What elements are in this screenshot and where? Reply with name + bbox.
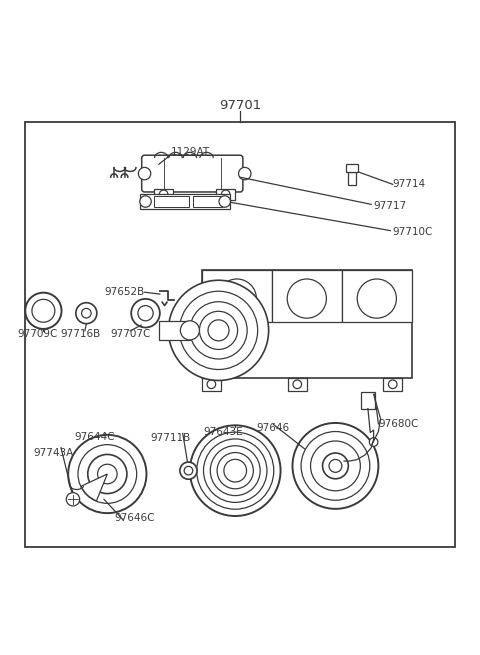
Wedge shape: [81, 474, 108, 501]
Circle shape: [293, 380, 301, 388]
Circle shape: [159, 190, 168, 198]
Text: 97709C: 97709C: [17, 329, 58, 339]
Bar: [288, 378, 307, 391]
Text: 97716B: 97716B: [60, 329, 100, 339]
Circle shape: [219, 196, 230, 207]
Text: 97701: 97701: [219, 99, 261, 112]
Circle shape: [199, 311, 238, 350]
Text: 97743A: 97743A: [34, 448, 74, 458]
Bar: [140, 194, 230, 209]
Circle shape: [239, 168, 251, 180]
Circle shape: [301, 432, 370, 500]
Circle shape: [180, 291, 258, 369]
Circle shape: [224, 459, 247, 482]
Circle shape: [78, 445, 137, 503]
Circle shape: [357, 279, 396, 318]
Circle shape: [66, 493, 80, 506]
Circle shape: [180, 462, 197, 479]
Text: 97714: 97714: [393, 179, 426, 189]
Bar: [154, 196, 189, 207]
Bar: [159, 321, 190, 340]
Bar: [348, 172, 356, 185]
Bar: [202, 378, 221, 391]
Circle shape: [311, 441, 360, 491]
Text: 97652B: 97652B: [104, 287, 144, 297]
Circle shape: [76, 303, 97, 324]
Text: 97707C: 97707C: [110, 329, 150, 339]
Circle shape: [369, 438, 378, 446]
Bar: [383, 378, 402, 391]
Text: 97680C: 97680C: [378, 419, 419, 429]
Circle shape: [323, 453, 348, 479]
Circle shape: [217, 453, 253, 489]
Circle shape: [208, 320, 229, 341]
Circle shape: [204, 439, 267, 502]
Circle shape: [168, 280, 269, 381]
Circle shape: [197, 432, 274, 509]
Text: 97643E: 97643E: [204, 427, 243, 437]
Bar: [216, 189, 235, 200]
Text: 97710C: 97710C: [393, 227, 433, 237]
Circle shape: [217, 279, 256, 318]
Circle shape: [131, 299, 160, 328]
Text: 1129AT: 1129AT: [171, 147, 210, 157]
Circle shape: [184, 466, 193, 475]
Circle shape: [190, 302, 247, 359]
Text: 97717: 97717: [373, 201, 407, 211]
Circle shape: [138, 168, 151, 180]
Circle shape: [138, 305, 153, 321]
Circle shape: [388, 380, 397, 388]
Bar: [193, 196, 222, 207]
Text: 97646: 97646: [257, 423, 290, 433]
Circle shape: [25, 293, 61, 329]
Circle shape: [210, 446, 260, 496]
Bar: [202, 271, 272, 322]
Circle shape: [180, 321, 199, 340]
Circle shape: [32, 299, 55, 322]
FancyBboxPatch shape: [142, 155, 243, 192]
Circle shape: [221, 190, 230, 198]
Bar: [342, 271, 412, 322]
Bar: [25, 122, 455, 547]
Circle shape: [329, 459, 342, 472]
Text: 97644C: 97644C: [74, 432, 115, 443]
Circle shape: [190, 425, 281, 516]
Circle shape: [82, 309, 91, 318]
Circle shape: [140, 196, 151, 207]
Circle shape: [97, 464, 117, 484]
Circle shape: [207, 380, 216, 388]
Bar: [154, 189, 173, 200]
Bar: [361, 392, 374, 409]
Bar: [347, 164, 358, 172]
Bar: [202, 271, 412, 378]
Circle shape: [287, 279, 326, 318]
Bar: [272, 271, 342, 322]
Circle shape: [68, 435, 146, 513]
Circle shape: [292, 423, 378, 509]
Text: 97711B: 97711B: [151, 434, 191, 443]
Circle shape: [88, 455, 127, 494]
Text: 97646C: 97646C: [115, 513, 155, 523]
